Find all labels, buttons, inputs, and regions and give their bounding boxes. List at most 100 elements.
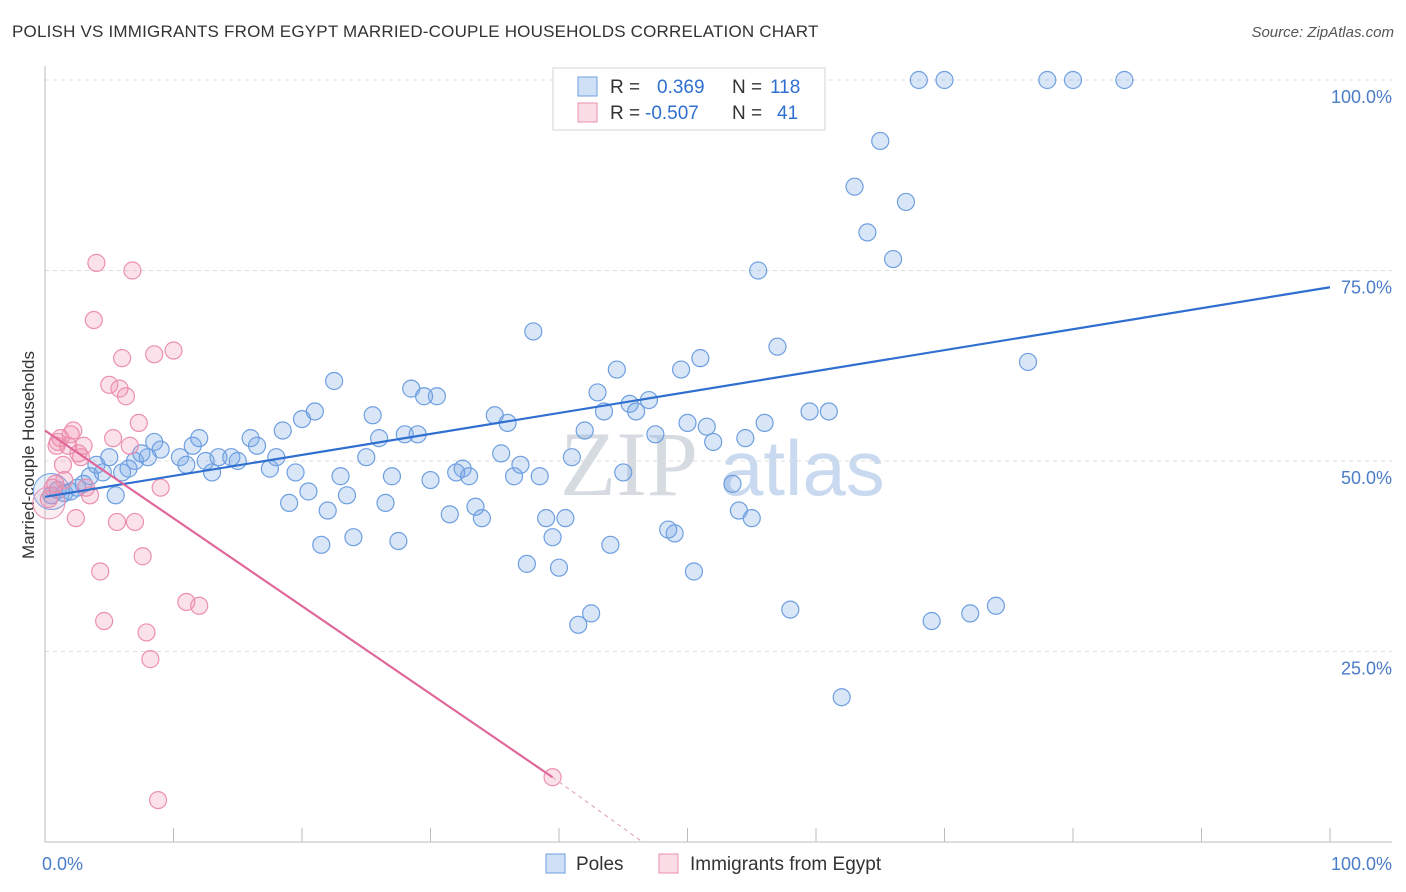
point-poles-92 (697, 417, 716, 436)
point-poles-57 (453, 459, 472, 478)
point-egypt-27 (133, 547, 152, 566)
stats-n-egypt: 41 (777, 103, 798, 124)
point-poles-42 (344, 528, 363, 547)
point-poles-101 (781, 600, 800, 619)
point-egypt-16 (91, 562, 110, 581)
legend-label-poles: Poles (576, 854, 624, 875)
point-poles-52 (414, 387, 434, 406)
legend-swatch-egypt (658, 853, 679, 874)
point-poles-39 (325, 371, 344, 391)
y-tick-label-1: 50.0% (1341, 468, 1392, 488)
point-egypt-23 (120, 436, 139, 455)
point-egypt-4 (55, 470, 74, 490)
point-poles-99 (755, 413, 774, 432)
point-egypt-37 (53, 455, 73, 474)
point-poles-77 (588, 383, 607, 402)
point-poles-93 (704, 432, 723, 452)
point-egypt-14 (84, 310, 103, 330)
point-poles-73 (562, 448, 581, 467)
point-poles-46 (376, 493, 395, 513)
chart-title: POLISH VS IMMIGRANTS FROM EGYPT MARRIED-… (12, 22, 819, 41)
point-poles-32 (280, 493, 299, 513)
point-poles-88 (671, 360, 691, 379)
point-egypt-38 (46, 474, 65, 493)
legend-swatch-poles (545, 853, 566, 874)
trend-line-egypt (44, 429, 554, 779)
point-egypt-28 (137, 623, 156, 642)
point-poles-41 (337, 486, 357, 505)
point-egypt-33 (164, 341, 183, 360)
x-tick-label-max: 100.0% (1331, 854, 1392, 874)
point-poles-110 (909, 70, 928, 90)
point-poles-105 (845, 177, 864, 196)
point-poles-40 (331, 467, 350, 486)
series-egypt (32, 253, 562, 810)
x-tick-label-min: 0.0% (42, 854, 83, 874)
point-poles-87 (665, 524, 684, 543)
point-egypt-35 (190, 596, 209, 615)
point-poles-68 (530, 467, 549, 486)
point-poles-72 (556, 509, 575, 528)
gridlines (45, 79, 1392, 652)
point-egypt-24 (123, 261, 142, 280)
point-poles-64 (504, 467, 524, 486)
point-poles-9 (100, 448, 119, 467)
point-poles-66 (517, 554, 536, 573)
point-poles-54 (427, 387, 447, 406)
point-poles-38 (318, 501, 337, 520)
point-egypt-cluster (32, 486, 66, 520)
point-poles-67 (524, 322, 543, 341)
stats-n-label-poles: N = (732, 77, 762, 98)
stats-r-label-poles: R = (610, 77, 640, 98)
point-poles-55 (440, 505, 459, 524)
point-poles-44 (363, 406, 382, 425)
bottom-legend: Poles Immigrants from Egypt (545, 853, 882, 875)
point-poles-69 (537, 509, 556, 528)
point-poles-112 (935, 70, 954, 90)
point-poles-89 (678, 413, 697, 432)
point-poles-65 (511, 455, 530, 474)
point-poles-36 (305, 402, 324, 421)
point-poles-43 (357, 448, 376, 467)
point-poles-28 (247, 436, 267, 455)
stats-r-label-egypt: R = (610, 103, 640, 124)
point-poles-16 (145, 432, 164, 452)
watermark-zip: ZIP (560, 413, 698, 515)
stats-r-egypt: -0.507 (645, 103, 699, 124)
point-egypt-31 (148, 790, 168, 810)
point-egypt-17 (95, 611, 114, 631)
point-poles-107 (871, 131, 890, 151)
point-poles-10 (106, 486, 125, 505)
stats-n-label-egypt: N = (732, 103, 762, 124)
point-poles-17 (151, 440, 170, 459)
point-poles-97 (742, 509, 761, 528)
y-axis-title: Married-couple Households (19, 351, 38, 559)
point-egypt-26 (129, 413, 148, 432)
point-poles-71 (549, 558, 569, 577)
point-poles-116 (1038, 70, 1057, 90)
trend-line-egypt-extension (552, 776, 643, 843)
point-poles-48 (389, 531, 408, 551)
stats-legend: R = 0.369 N = 118 R = -0.507 N = 41 (552, 67, 826, 131)
point-egypt-8 (66, 509, 85, 528)
point-poles-33 (286, 463, 305, 482)
point-poles-117 (1063, 70, 1083, 90)
point-poles-19 (177, 455, 196, 474)
y-tick-label-2: 75.0% (1341, 278, 1392, 298)
point-poles-60 (472, 509, 491, 528)
point-poles-98 (749, 261, 768, 280)
point-poles-94 (723, 474, 742, 493)
point-poles-85 (646, 425, 665, 444)
stats-swatch-poles (577, 76, 598, 97)
point-egypt-21 (112, 349, 132, 368)
point-poles-104 (832, 688, 851, 707)
point-poles-37 (312, 535, 331, 554)
point-egypt-39 (110, 379, 129, 398)
trend-lines (44, 286, 1331, 843)
point-poles-23 (202, 463, 222, 482)
y-tick-labels: 25.0% 50.0% 75.0% 100.0% (1331, 87, 1392, 679)
stats-legend-box (552, 67, 826, 131)
point-egypt-32 (151, 478, 170, 497)
point-poles-47 (382, 467, 402, 486)
point-poles-81 (614, 463, 633, 482)
